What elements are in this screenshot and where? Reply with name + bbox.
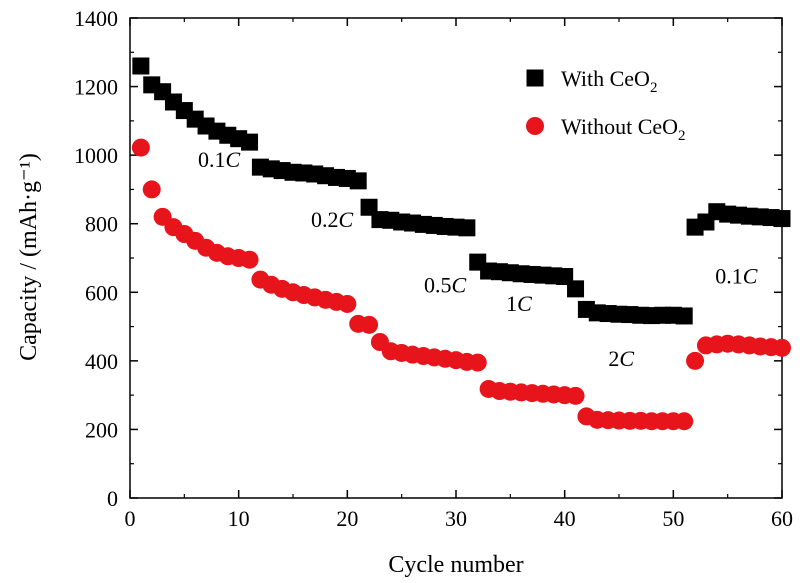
- series-with-ceo2: [132, 57, 791, 325]
- legend-marker-circle: [526, 117, 544, 135]
- x-tick-label: 20: [336, 506, 358, 531]
- y-tick-label: 0: [107, 486, 118, 511]
- data-point-square: [458, 219, 476, 237]
- y-tick-label: 800: [85, 212, 118, 237]
- y-tick-label: 600: [85, 280, 118, 305]
- y-tick-label: 400: [85, 349, 118, 374]
- c-rate-label: 0.5C: [424, 272, 467, 297]
- x-tick-label: 10: [228, 506, 250, 531]
- data-point-square: [349, 172, 367, 190]
- data-point-circle: [142, 180, 161, 199]
- series-without-ceo2: [131, 138, 791, 431]
- legend-label: With CeO2: [561, 66, 657, 96]
- data-point-circle: [566, 386, 585, 405]
- data-point-circle: [131, 138, 150, 157]
- data-point-square: [675, 307, 693, 325]
- data-point-square: [567, 280, 585, 298]
- y-tick-label: 1400: [74, 6, 118, 31]
- x-axis-title: Cycle number: [388, 552, 523, 578]
- c-rate-label: 0.2C: [311, 207, 354, 232]
- legend-label: Without CeO2: [561, 114, 686, 144]
- x-tick-label: 60: [771, 506, 793, 531]
- c-rate-label: 1C: [506, 291, 532, 316]
- x-tick-label: 0: [125, 506, 136, 531]
- data-point-circle: [360, 315, 379, 334]
- data-point-circle: [240, 250, 259, 269]
- y-tick-label: 1000: [74, 143, 118, 168]
- data-point-square: [132, 57, 150, 75]
- legend: With CeO2 Without CeO2: [526, 66, 686, 144]
- y-tick-label: 200: [85, 417, 118, 442]
- data-point-circle: [675, 412, 694, 431]
- series-layer: [131, 57, 791, 431]
- data-point-square: [773, 210, 791, 228]
- legend-marker-square: [526, 69, 544, 87]
- y-axis-title: Capacity / (mAh·g⁻¹): [16, 153, 42, 361]
- x-tick-label: 50: [662, 506, 684, 531]
- data-point-circle: [686, 351, 705, 370]
- data-point-square: [241, 133, 259, 151]
- y-tick-label: 1200: [74, 75, 118, 100]
- x-tick-label: 30: [445, 506, 467, 531]
- rate-annotations: 0.1C 0.2C 0.5C 1C 2C 0.1C: [198, 147, 758, 371]
- data-point-circle: [338, 294, 357, 313]
- data-point-circle: [468, 353, 487, 372]
- c-rate-label: 0.1C: [715, 264, 758, 289]
- x-tick-label: 40: [554, 506, 576, 531]
- c-rate-label: 0.1C: [198, 147, 241, 172]
- y-axis-ticks: 0 200 400 600 800 1000 1200 1400: [74, 6, 782, 511]
- x-axis-ticks: 0 10 20 30 40 50 60: [125, 18, 793, 531]
- c-rate-label: 2C: [608, 346, 634, 371]
- data-point-circle: [773, 338, 791, 357]
